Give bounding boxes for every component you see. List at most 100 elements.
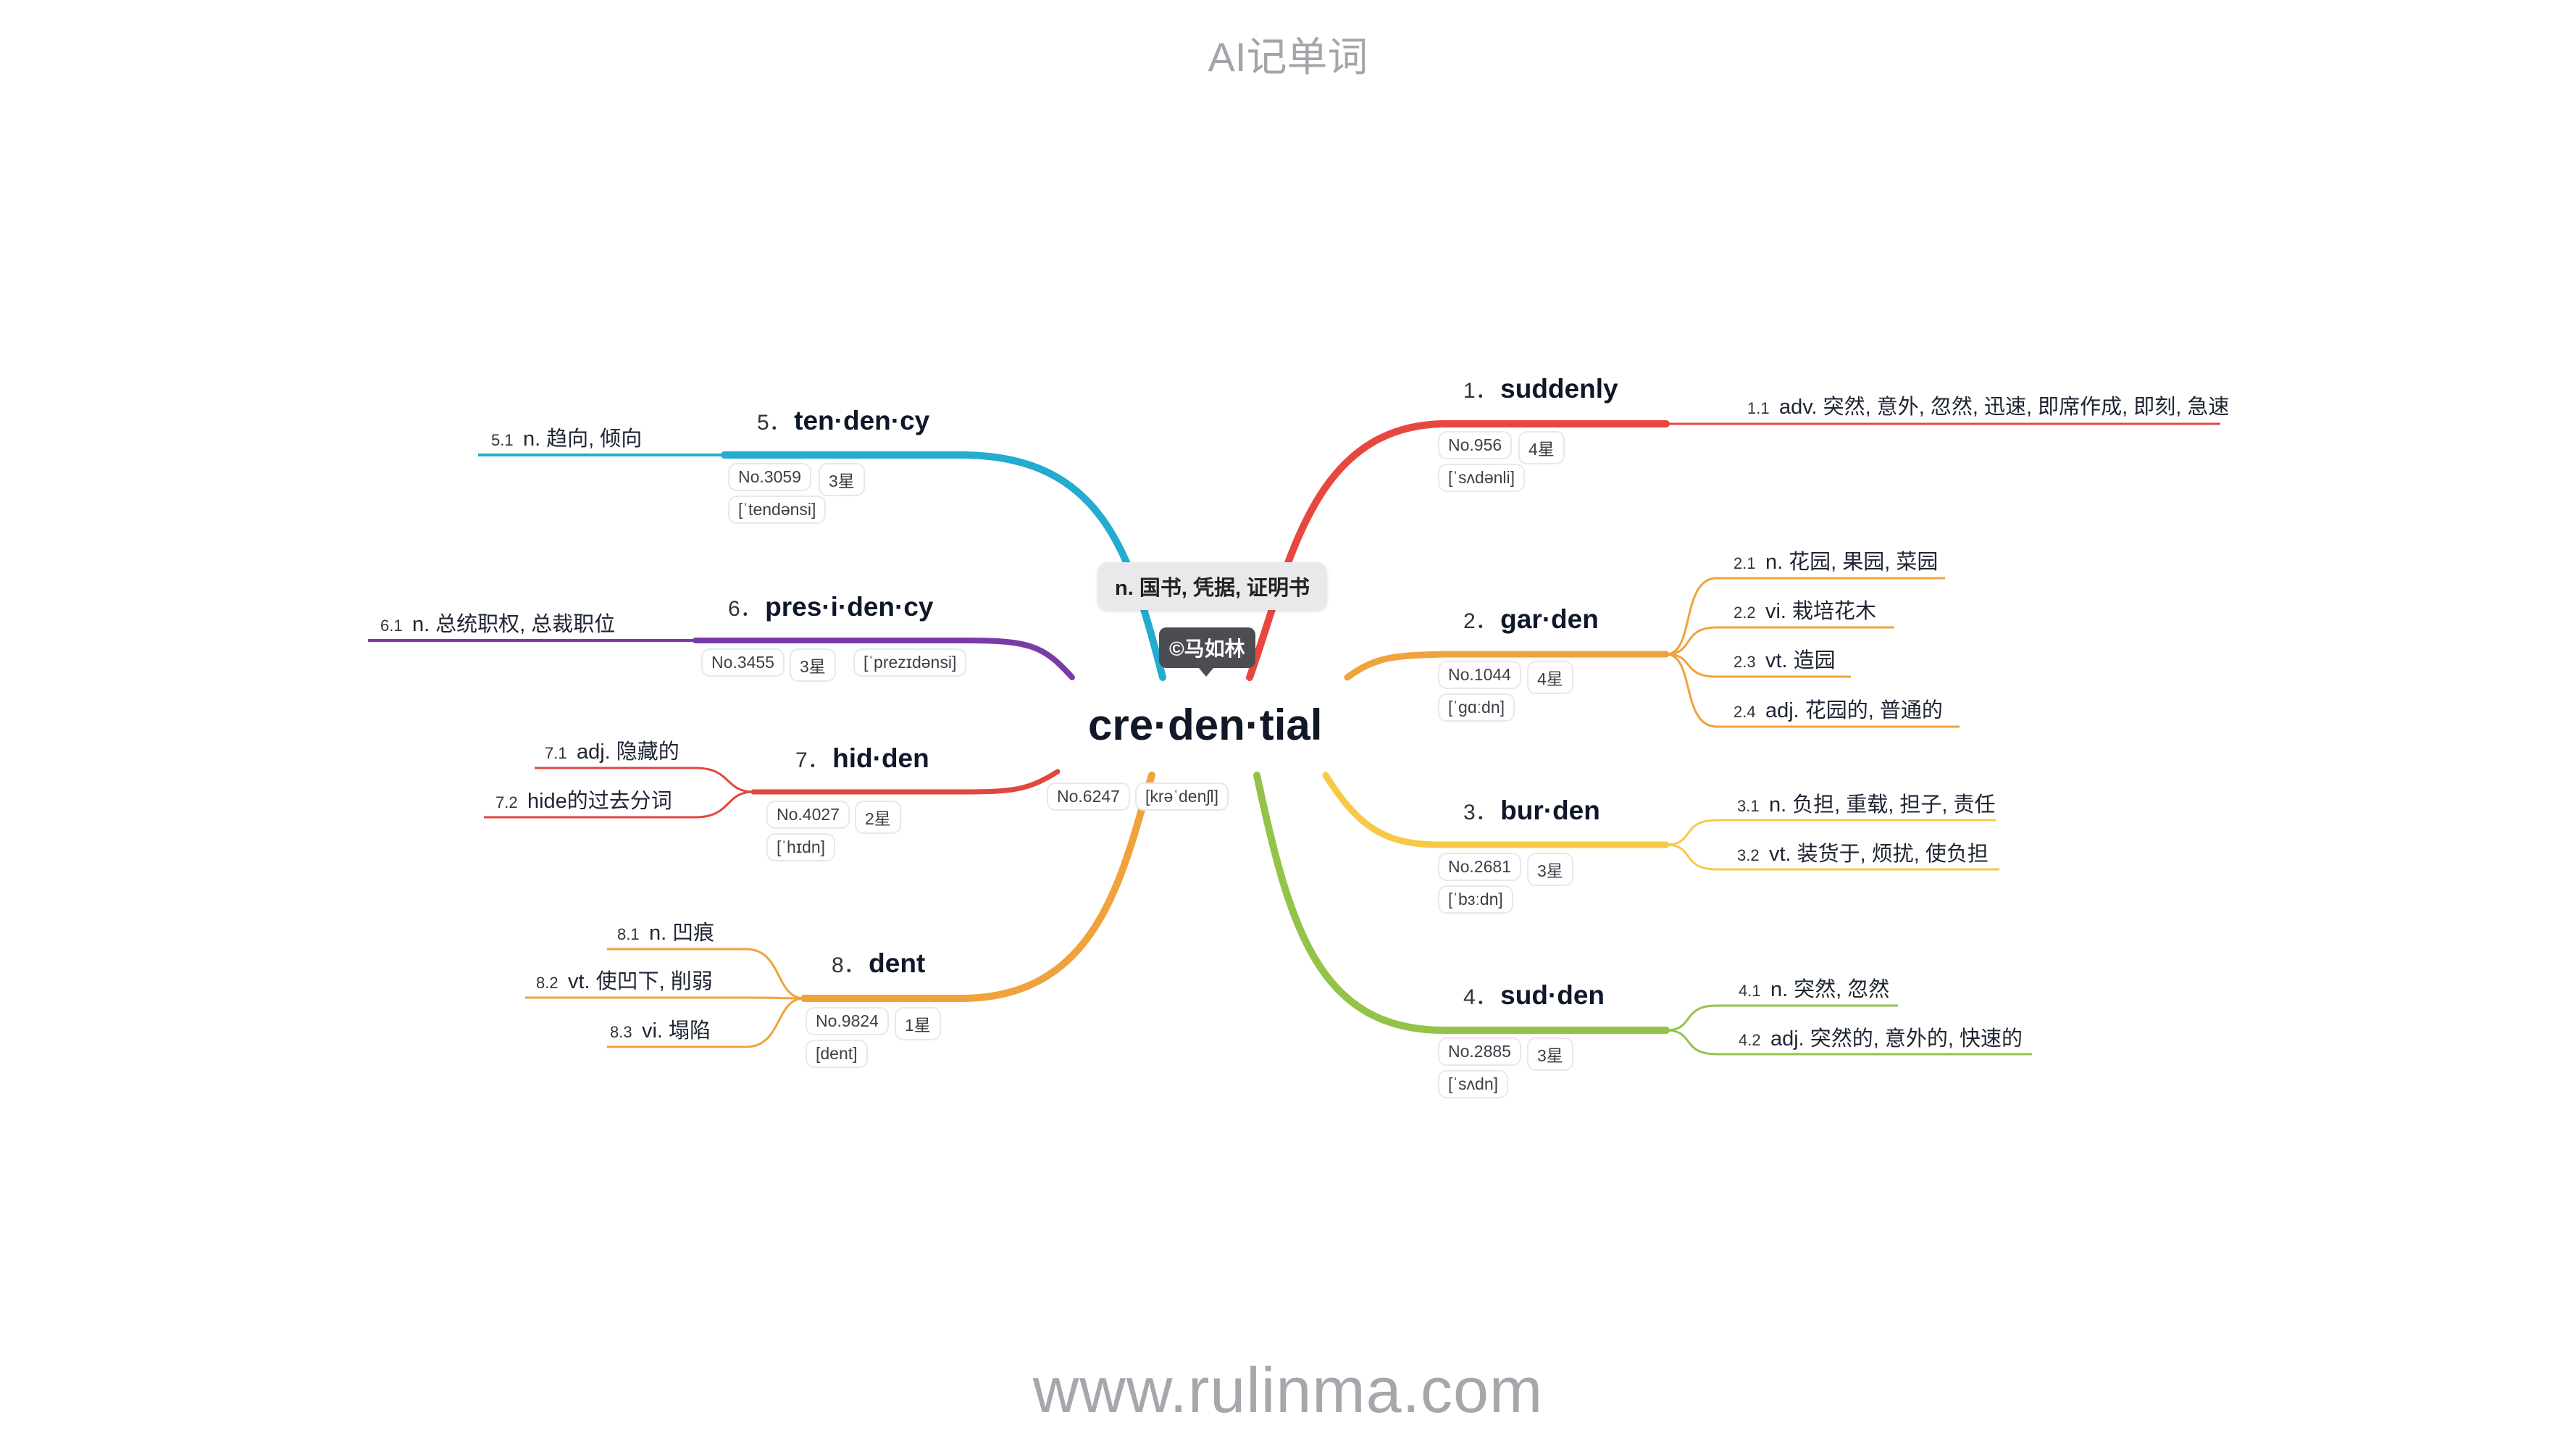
- copyright-label: ©马如林: [1159, 627, 1255, 668]
- leaf-8-3-connector: [607, 997, 805, 1048]
- leaf-2-3-text: vt. 造园: [1765, 649, 1836, 672]
- branch-5-number-chip: No.3059: [728, 463, 811, 491]
- leaf-4-1: 4.1 n. 突然, 忽然: [1739, 972, 1889, 1003]
- branch-3-stars-chip: 3星: [1527, 853, 1573, 886]
- leaf-8-2-index: 8.2: [536, 974, 559, 992]
- leaf-4-2-text: adj. 突然的, 意外的, 快速的: [1770, 1027, 2023, 1051]
- leaf-7-2: 7.2 hide的过去分词: [495, 784, 672, 814]
- leaf-1-1-index: 1.1: [1747, 399, 1770, 417]
- branch-7-connector: [750, 769, 1061, 795]
- leaf-3-1-text: n. 负担, 重载, 担子, 责任: [1768, 793, 1996, 817]
- leaf-6-1-index: 6.1: [380, 617, 403, 635]
- branch-4-word[interactable]: sud·den: [1500, 980, 1605, 1010]
- leaf-8-1: 8.1 n. 凹痕: [617, 916, 714, 946]
- leaf-2-2-index: 2.2: [1734, 604, 1756, 622]
- branch-4-stars-chip: 3星: [1527, 1037, 1573, 1071]
- leaf-2-2: 2.2 vi. 栽培花木: [1734, 594, 1876, 625]
- leaf-3-1: 3.1 n. 负担, 重载, 担子, 责任: [1737, 788, 1996, 818]
- branch-8-number-chip: No.9824: [806, 1007, 889, 1035]
- root-number-chip: No.6247: [1047, 782, 1130, 811]
- leaf-3-2-index: 3.2: [1737, 846, 1760, 864]
- branch-7-stars-chip: 2星: [855, 801, 901, 834]
- branch-4-number: 4．: [1463, 985, 1497, 1009]
- branch-2-word[interactable]: gar·den: [1500, 604, 1599, 634]
- branch-1-connector: [1246, 420, 1670, 681]
- leaf-5-1: 5.1 n. 趋向, 倾向: [491, 422, 642, 452]
- footer-url[interactable]: www.rulinma.com: [1032, 1354, 1544, 1426]
- branch-4-number-chip: No.2885: [1438, 1037, 1521, 1066]
- leaf-2-1-text: n. 花园, 果园, 菜园: [1765, 551, 1939, 574]
- copyright-tag: ©马如林: [1159, 627, 1255, 677]
- leaf-8-3: 8.3 vi. 塌陷: [610, 1014, 711, 1044]
- leaf-2-3-index: 2.3: [1734, 653, 1756, 671]
- leaf-7-1-text: adj. 隐藏的: [576, 740, 679, 764]
- branch-6-number: 6．: [728, 597, 762, 621]
- leaf-6-1: 6.1 n. 总统职权, 总裁职位: [380, 607, 615, 638]
- leaf-5-1-index: 5.1: [491, 431, 514, 449]
- leaf-5-1-text: n. 趋向, 倾向: [522, 427, 643, 451]
- leaf-2-3-connector: [1665, 653, 1851, 678]
- leaf-2-1: 2.1 n. 花园, 果园, 菜园: [1734, 545, 1938, 575]
- leaf-3-1-connector: [1665, 819, 1996, 846]
- leaf-1-1-text: adv. 突然, 意外, 忽然, 迅速, 即席作成, 即刻, 急速: [1778, 396, 2230, 419]
- leaf-3-2-connector: [1665, 843, 1999, 871]
- leaf-4-2-connector: [1665, 1029, 2032, 1056]
- leaf-7-1-connector: [535, 767, 754, 793]
- branch-3-word[interactable]: bur·den: [1500, 796, 1600, 825]
- branch-8-stars-chip: 1星: [895, 1007, 941, 1040]
- leaf-6-1-text: n. 总统职权, 总裁职位: [411, 613, 616, 636]
- leaf-4-2-index: 4.2: [1739, 1031, 1761, 1049]
- leaf-8-1-text: n. 凹痕: [648, 922, 715, 945]
- leaf-2-3: 2.3 vt. 造园: [1734, 643, 1836, 674]
- branch-3-node[interactable]: 3． bur·den: [1463, 794, 1600, 826]
- branch-1-number: 1．: [1463, 379, 1497, 403]
- branch-8-phonetic-chip: [dent]: [806, 1040, 868, 1068]
- leaf-3-1-index: 3.1: [1737, 797, 1760, 815]
- leaf-4-1-connector: [1665, 1004, 1898, 1032]
- branch-5-word[interactable]: ten·den·cy: [794, 406, 930, 435]
- leaf-7-2-index: 7.2: [495, 793, 518, 811]
- branch-7-word[interactable]: hid·den: [832, 743, 929, 773]
- branch-6-connector: [693, 638, 1075, 680]
- branch-8-node[interactable]: 8． dent: [832, 947, 925, 979]
- leaf-8-2-text: vt. 使凹下, 削弱: [567, 970, 713, 993]
- branch-5-node[interactable]: 5． ten·den·cy: [757, 404, 929, 436]
- branch-8-number: 8．: [832, 953, 866, 977]
- branch-4-node[interactable]: 4． sud·den: [1463, 979, 1605, 1011]
- branch-6-number-chip: No.3455: [701, 648, 785, 677]
- branch-8-word[interactable]: dent: [869, 948, 926, 978]
- branch-3-number-chip: No.2681: [1438, 853, 1521, 881]
- leaf-3-2-text: vt. 装货于, 烦扰, 使负担: [1768, 843, 1989, 866]
- branch-2-number-chip: No.1044: [1438, 661, 1521, 689]
- leaf-8-2: 8.2 vt. 使凹下, 削弱: [536, 964, 713, 995]
- branch-7-node[interactable]: 7． hid·den: [795, 742, 929, 774]
- branch-5-connector: [721, 451, 1166, 681]
- branch-1-word[interactable]: suddenly: [1500, 374, 1618, 404]
- branch-3-phonetic-chip: [ˈbɜːdn]: [1438, 885, 1513, 914]
- branch-1-stars-chip: 4星: [1518, 431, 1565, 464]
- root-word[interactable]: cre·den·tial: [1088, 701, 1323, 749]
- leaf-2-2-connector: [1665, 626, 1894, 656]
- branch-5-phonetic-chip: [ˈtendənsi]: [728, 496, 827, 524]
- branch-2-number: 2．: [1463, 609, 1497, 633]
- branch-1-node[interactable]: 1． suddenly: [1463, 372, 1618, 404]
- branch-2-stars-chip: 4星: [1527, 661, 1573, 694]
- copyright-pointer-icon: [1199, 668, 1213, 677]
- branch-6-node[interactable]: 6． pres·i·den·cy: [728, 590, 933, 622]
- leaf-4-2: 4.2 adj. 突然的, 意外的, 快速的: [1739, 1022, 2023, 1052]
- leaf-2-1-index: 2.1: [1734, 554, 1756, 572]
- branch-7-number-chip: No.4027: [766, 801, 850, 829]
- leaf-4-1-index: 4.1: [1739, 982, 1761, 1000]
- branch-4-phonetic-chip: [ˈsʌdn]: [1438, 1070, 1509, 1098]
- branch-8-connector: [800, 772, 1155, 1002]
- branch-6-phonetic-chip: [ˈprezɪdənsi]: [853, 648, 967, 677]
- leaf-7-1: 7.1 adj. 隐藏的: [545, 735, 679, 765]
- branch-6-word[interactable]: pres·i·den·cy: [765, 592, 934, 622]
- leaf-8-1-index: 8.1: [617, 925, 640, 943]
- root-phonetic-chip: [krəˈdenʃl]: [1135, 782, 1229, 811]
- branch-2-node[interactable]: 2． gar·den: [1463, 603, 1599, 635]
- leaf-2-4-index: 2.4: [1734, 703, 1756, 721]
- leaf-2-4-text: adj. 花园的, 普通的: [1765, 699, 1943, 722]
- leaf-2-4-connector: [1665, 653, 1960, 728]
- branch-2-connector: [1344, 651, 1670, 681]
